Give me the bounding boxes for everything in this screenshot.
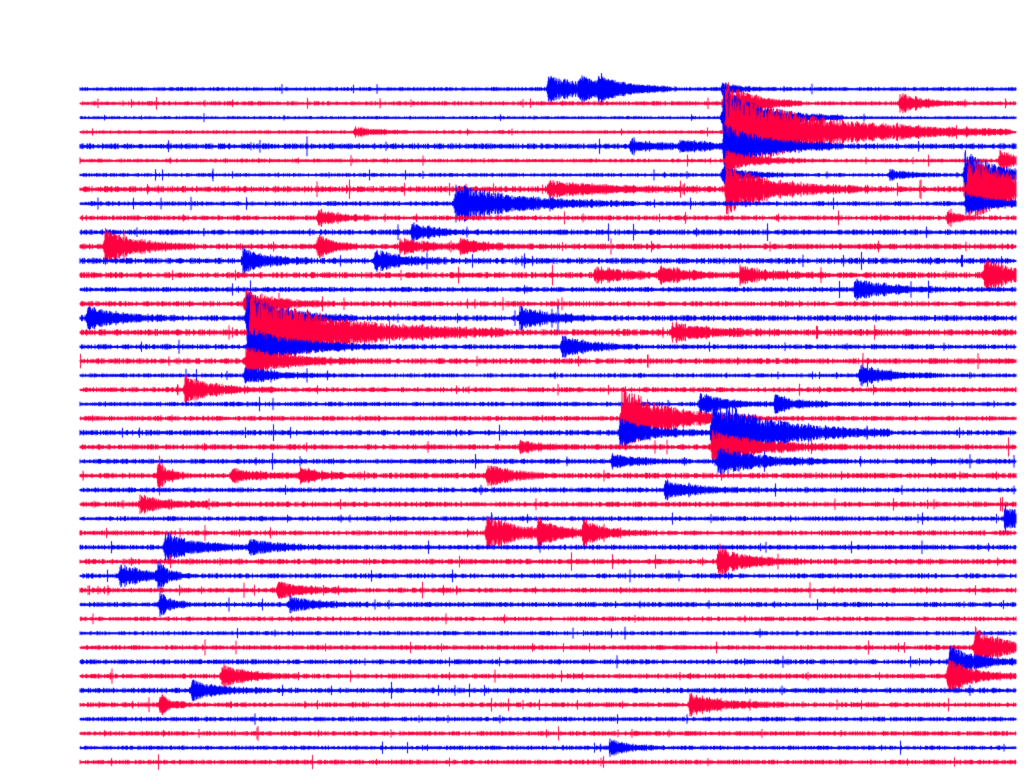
seismogram-plot	[0, 0, 1024, 780]
helicorder-page: HL Veliai 2012-02-16 Applied filter: WWS…	[0, 0, 1024, 780]
